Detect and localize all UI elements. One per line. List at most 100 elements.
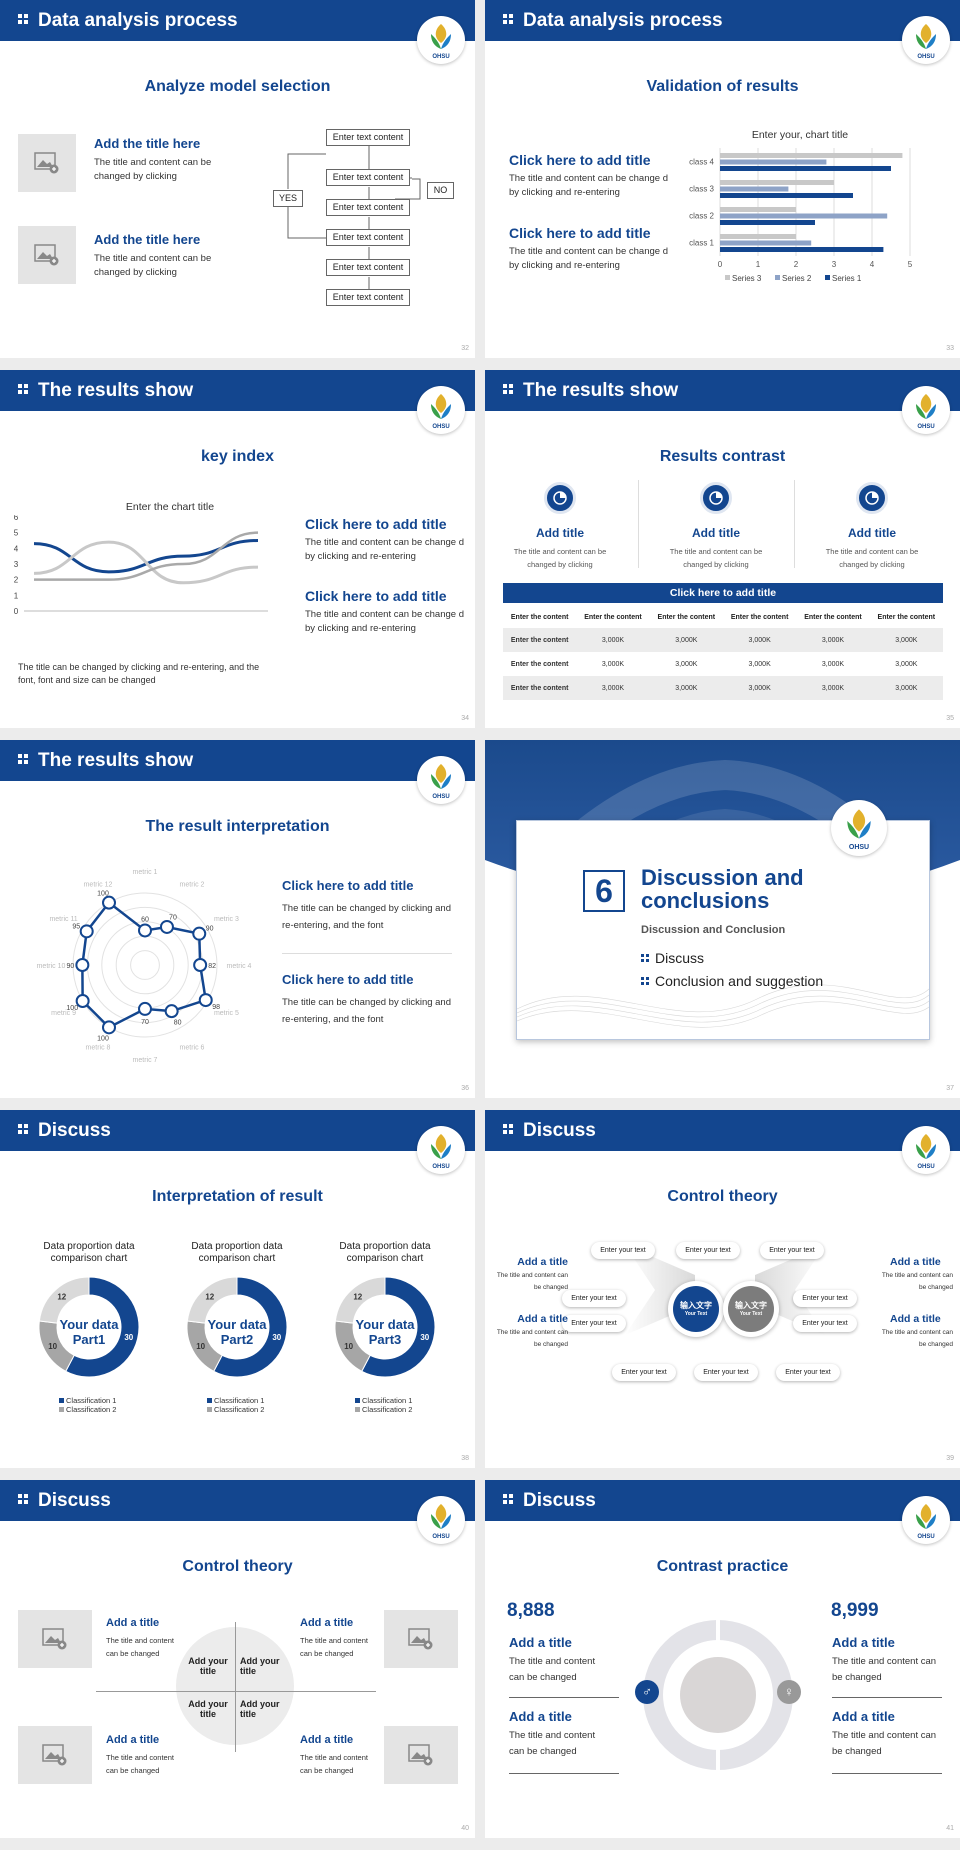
center-line-1: Your data bbox=[59, 1317, 119, 1332]
flow-box[interactable]: Enter text content bbox=[326, 289, 410, 306]
bullet-dots-icon bbox=[641, 954, 649, 962]
item-text: The title and content can be change d by… bbox=[509, 173, 668, 198]
donut-slice bbox=[186, 1276, 238, 1324]
flow-box[interactable]: Enter text content bbox=[326, 129, 410, 146]
flow-box[interactable]: Enter text content bbox=[326, 259, 410, 276]
ohsu-emblem-icon: OHSU bbox=[431, 764, 451, 800]
item-text: The title and content can be changed bbox=[832, 1656, 937, 1683]
legend-swatch bbox=[355, 1407, 360, 1412]
item-title: Click here to add title bbox=[282, 972, 414, 987]
donut-caption: Data proportion data comparison chart bbox=[191, 1241, 283, 1264]
center-circle-primary[interactable]: 输入文字 Your Text bbox=[673, 1286, 719, 1332]
image-placeholder[interactable] bbox=[18, 226, 76, 284]
radar-point bbox=[192, 926, 207, 941]
center-line-2: Part3 bbox=[368, 1332, 402, 1347]
header-title: Data analysis process bbox=[523, 10, 723, 31]
donut-slice bbox=[361, 1276, 436, 1378]
image-placeholder[interactable] bbox=[384, 1726, 458, 1784]
table-cell: 3,000K bbox=[895, 684, 918, 692]
image-placeholder[interactable] bbox=[384, 1610, 458, 1668]
right-number: 8,999 bbox=[831, 1600, 879, 1621]
chart-title: Enter your, chart title bbox=[751, 129, 849, 141]
text-pill[interactable]: Enter your text bbox=[793, 1290, 857, 1307]
text-pill[interactable]: Enter your text bbox=[612, 1364, 676, 1381]
header-title: Data analysis process bbox=[38, 10, 238, 31]
center-line-2: Part1 bbox=[72, 1332, 106, 1347]
item-title: Add a title bbox=[300, 1617, 354, 1629]
item-text: The title and content can be changed bbox=[300, 1753, 368, 1775]
table-cell: 3,000K bbox=[821, 636, 845, 644]
header-dots-icon bbox=[503, 1494, 513, 1504]
text-pill[interactable]: Enter your text bbox=[562, 1315, 626, 1332]
slice-label: 12 bbox=[57, 1292, 66, 1301]
image-frame bbox=[408, 1628, 430, 1646]
radar-ring bbox=[115, 935, 175, 995]
results-table: Enter the content Enter the content Enter … bbox=[503, 606, 943, 700]
flow-box[interactable]: Enter text content bbox=[326, 169, 410, 186]
text-pill[interactable]: Enter your text bbox=[776, 1364, 840, 1381]
bar bbox=[720, 153, 903, 158]
ohsu-logo: OHSU bbox=[417, 386, 465, 434]
table-cell: 3,000K bbox=[748, 636, 771, 644]
radar-point bbox=[138, 923, 152, 938]
image-placeholder[interactable] bbox=[18, 134, 76, 192]
item-text: The title and content can be changed by … bbox=[94, 253, 212, 278]
item-text: The title and content can be changed bbox=[106, 1753, 174, 1775]
pie-glyph bbox=[709, 491, 723, 505]
divider bbox=[832, 1773, 942, 1774]
item-title: Click here to add title bbox=[305, 588, 447, 604]
header-title: The results show bbox=[523, 380, 679, 401]
y-tick-label: 4 bbox=[14, 544, 19, 553]
legend-item: Classification 1 bbox=[207, 1396, 264, 1405]
text-pill[interactable]: Enter your text bbox=[591, 1242, 655, 1259]
flow-no[interactable]: NO bbox=[427, 182, 454, 199]
table-header-cell: Enter the content bbox=[657, 613, 716, 621]
slide-header: Discuss bbox=[485, 1110, 960, 1151]
text-pill[interactable]: Enter your text bbox=[562, 1290, 626, 1307]
legend-swatch bbox=[825, 275, 830, 280]
table-cell: 3,000K bbox=[821, 684, 845, 692]
wave-pattern bbox=[517, 984, 929, 1028]
emblem-leaf-left bbox=[431, 1144, 441, 1159]
table-row: Enter the content 3,000K 3,000K 3,000K 3,000… bbox=[503, 652, 943, 676]
item-title: Click here to add title bbox=[509, 225, 651, 241]
image-frame bbox=[42, 1744, 64, 1762]
header-title: Discuss bbox=[38, 1490, 111, 1511]
divider bbox=[509, 1697, 619, 1698]
slice-label: 12 bbox=[353, 1292, 362, 1301]
text-pill[interactable]: Enter your text bbox=[676, 1242, 740, 1259]
image-placeholder[interactable] bbox=[18, 1726, 92, 1784]
emblem-flame bbox=[435, 1134, 447, 1153]
slide-title: Control theory bbox=[182, 1558, 293, 1575]
quadrant-label: Add your title bbox=[240, 1656, 280, 1676]
image-placeholder[interactable] bbox=[18, 1610, 92, 1668]
flow-yes[interactable]: YES bbox=[273, 190, 303, 207]
slice-label: 10 bbox=[48, 1342, 57, 1351]
emblem-leaf-left bbox=[847, 821, 859, 839]
legend-item: Classification 1 bbox=[355, 1396, 412, 1405]
text-pill[interactable]: Enter your text bbox=[760, 1242, 824, 1259]
radar-ring bbox=[130, 950, 160, 980]
page-number: 32 bbox=[461, 345, 469, 352]
divider bbox=[832, 1697, 942, 1698]
item-text: The title and content can be changed bbox=[509, 1656, 596, 1683]
flow-box[interactable]: Enter text content bbox=[326, 199, 410, 216]
flow-box[interactable]: Enter text content bbox=[326, 229, 410, 246]
emblem-flame bbox=[435, 394, 447, 413]
left-text: The title and content can be changed bbox=[496, 1329, 568, 1348]
text-pill[interactable]: Enter your text bbox=[694, 1364, 758, 1381]
axis-label: metric 3 bbox=[214, 916, 239, 923]
y-tick-label: class 4 bbox=[689, 158, 714, 167]
x-tick-label: 3 bbox=[832, 260, 837, 269]
image-icon bbox=[42, 1744, 67, 1766]
center-circle-secondary[interactable]: 输入文字 Your Text bbox=[728, 1286, 774, 1332]
legend-item: Classification 2 bbox=[207, 1405, 264, 1414]
text-pill[interactable]: Enter your text bbox=[793, 1315, 857, 1332]
donut-slice bbox=[213, 1276, 288, 1378]
item-title: Add a title bbox=[106, 1617, 160, 1629]
chart-title: Enter the chart title bbox=[125, 501, 215, 513]
ohsu-emblem-icon: OHSU bbox=[431, 1134, 451, 1170]
axis-label: metric 7 bbox=[133, 1057, 158, 1064]
column-title: Add title bbox=[692, 526, 740, 540]
legend-item: Classification 2 bbox=[355, 1405, 412, 1414]
